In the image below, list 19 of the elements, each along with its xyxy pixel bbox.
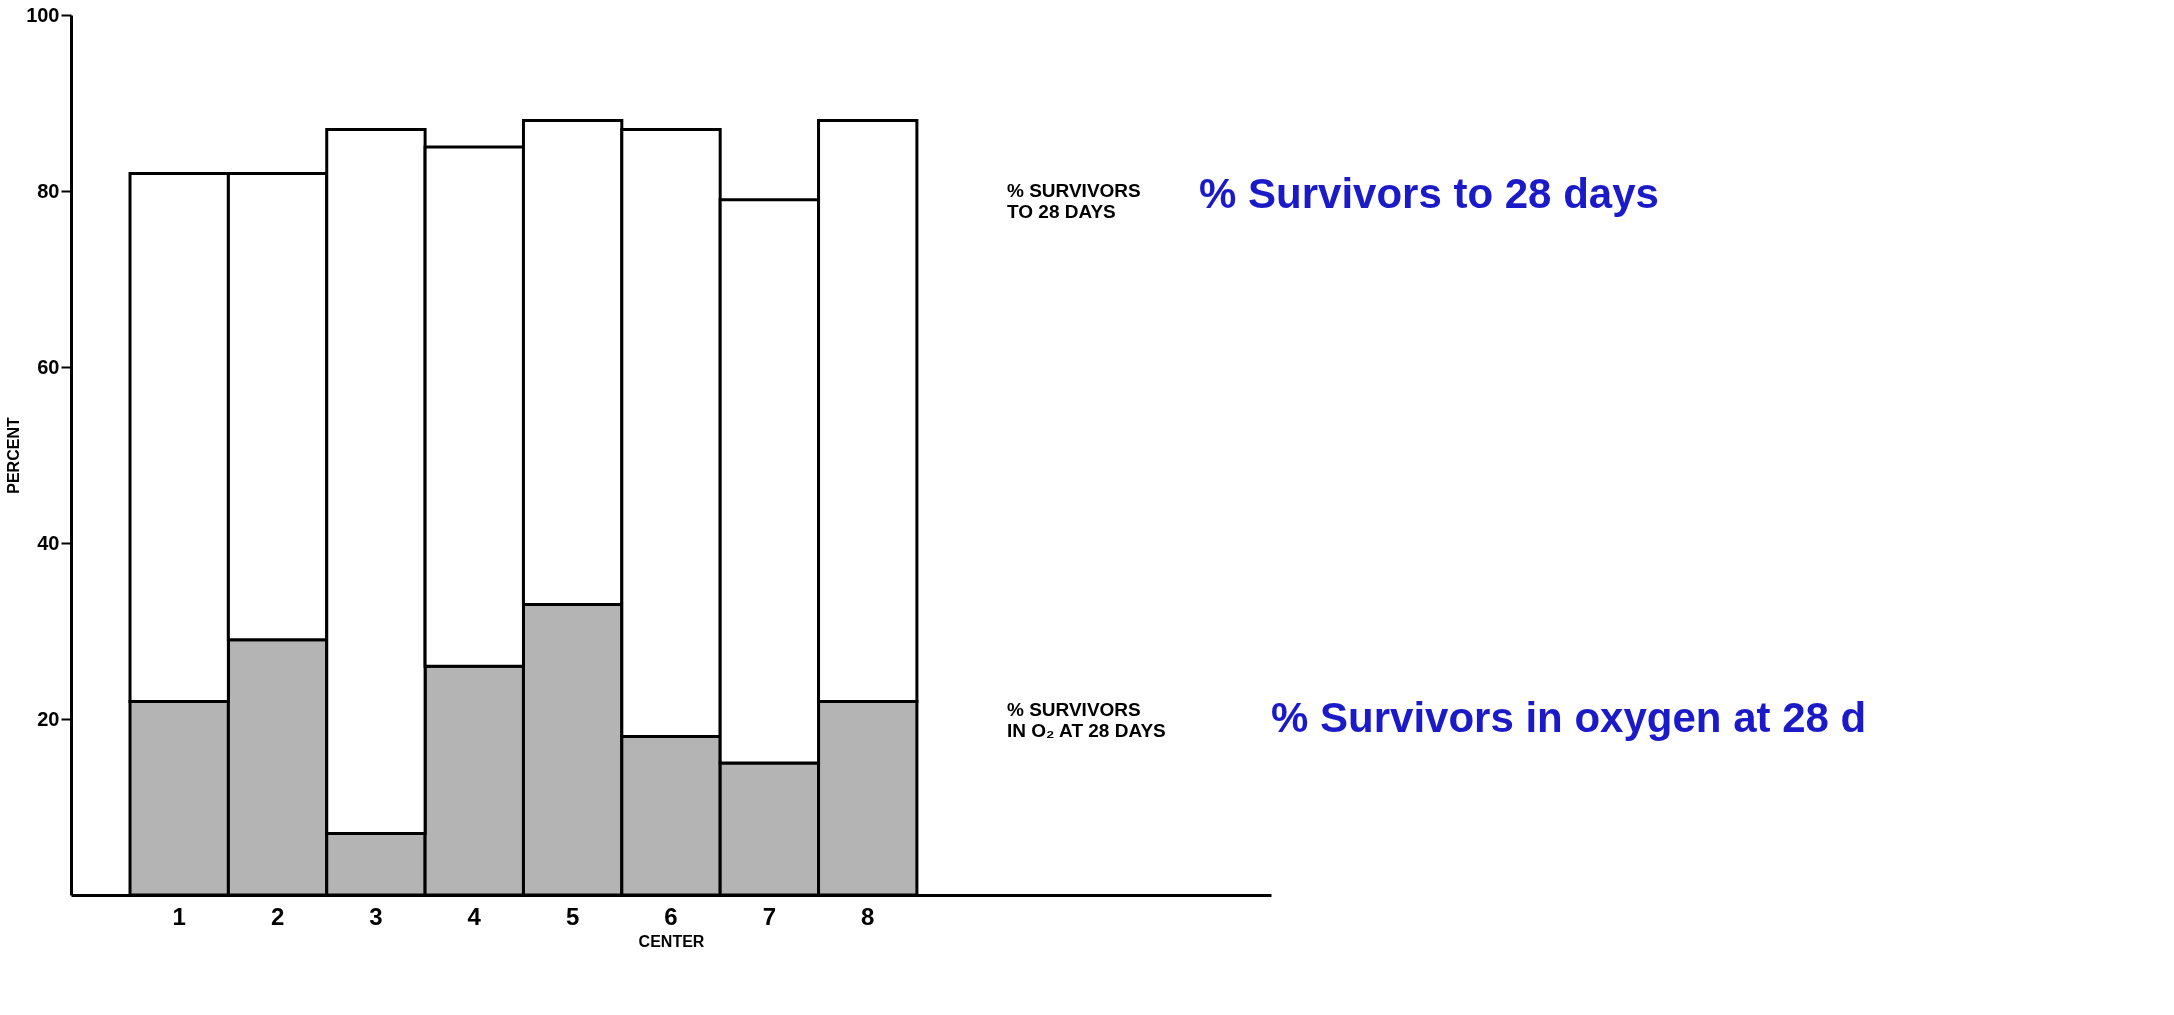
y-tick-label: 100 (26, 3, 60, 26)
x-tick-label: 5 (565, 902, 580, 930)
y-tick-label: 20 (37, 707, 60, 730)
x-tick-label: 7 (762, 902, 777, 930)
text: % Survivors in oxygen at 28 d (1271, 694, 1867, 741)
y-axis-title: PERCENT (5, 417, 23, 494)
x-axis-title: CENTER (638, 932, 705, 950)
x-tick-label: 1 (172, 902, 186, 930)
y-tick-label: 60 (37, 355, 60, 378)
text: % SURVIVORS TO 28 DAYS (1007, 180, 1141, 222)
text: % Survivors to 28 days (1199, 170, 1659, 218)
x-tick-label: 8 (861, 902, 875, 930)
x-tick-label: 6 (664, 902, 678, 930)
y-tick-label: 80 (37, 179, 60, 202)
y-tick-label: 40 (37, 531, 60, 554)
x-tick-label: 3 (369, 902, 383, 930)
x-tick-label: 4 (467, 902, 482, 930)
text: % SURVIVORS IN O₂ AT 28 DAYS (1007, 699, 1166, 742)
x-tick-label: 2 (270, 902, 285, 930)
